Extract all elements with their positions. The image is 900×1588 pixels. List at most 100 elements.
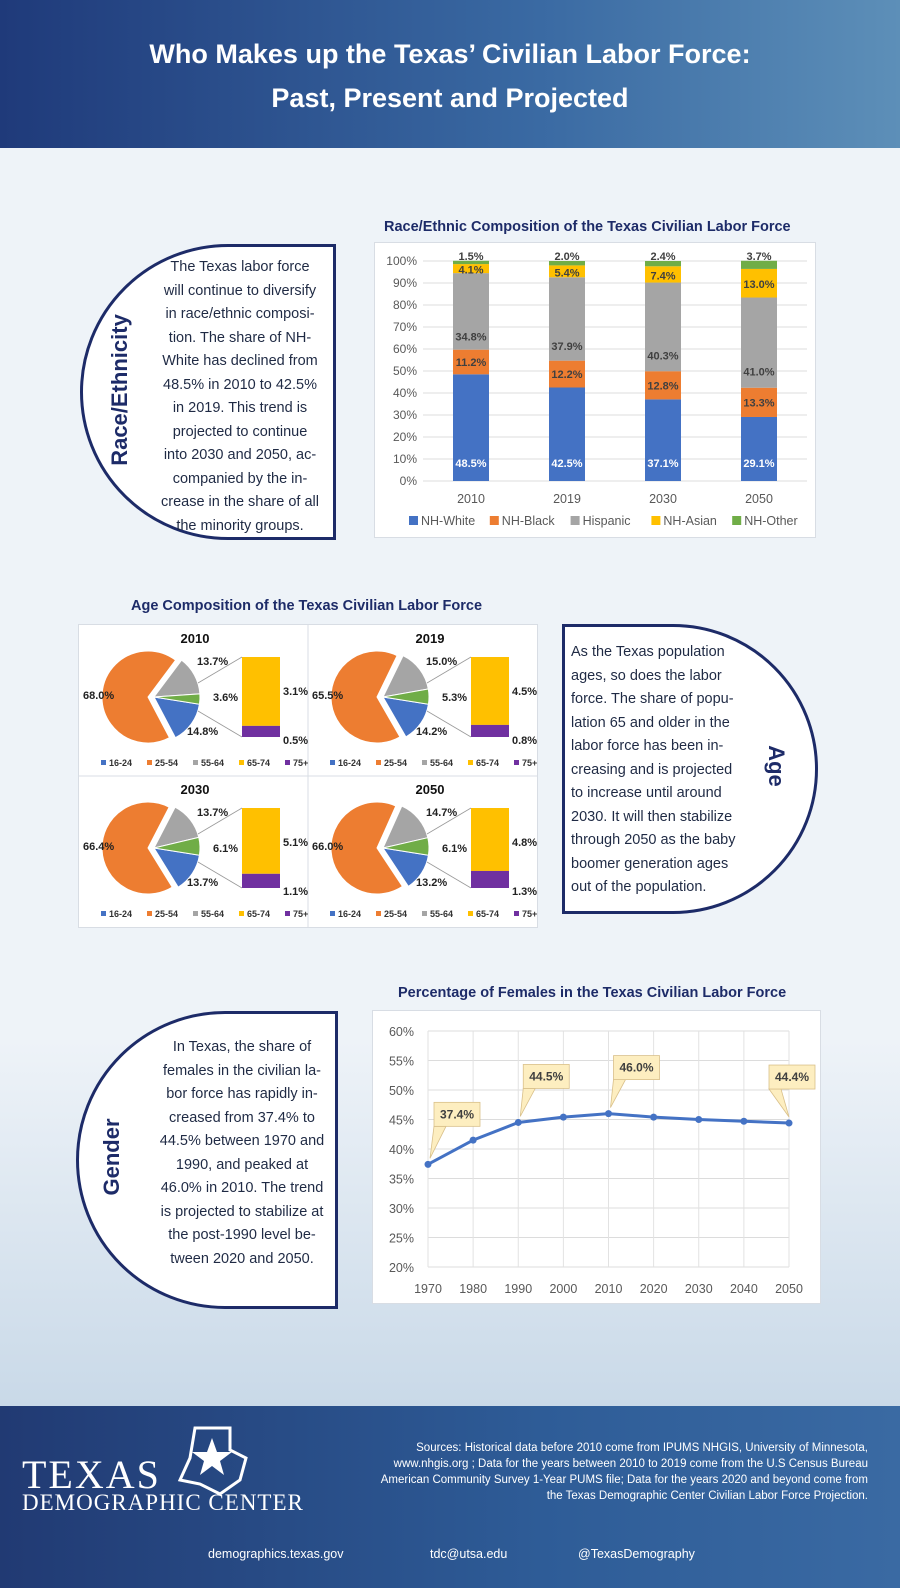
race-section-label: Race/Ethnicity (107, 314, 132, 466)
website-link[interactable]: demographics.texas.gov (208, 1547, 344, 1561)
age-pie-panel: 2019 65.5% 15.0% 5.3% 14.2% 4.5% 0.8% 16-24 25-5… (312, 631, 537, 768)
gender-callout-label: 37.4% (440, 1107, 474, 1121)
age-label-75plus: 0.5% (283, 735, 308, 747)
age-text-line: to increase until around (571, 785, 722, 801)
age-legend-swatch (468, 760, 473, 765)
race-text-line: The Texas labor force (170, 259, 310, 275)
age-legend-label: 16-24 (338, 909, 361, 919)
gender-xtick-label: 1990 (504, 1282, 532, 1296)
gender-text-line: creased from 37.4% to (169, 1109, 315, 1126)
race-data-label: 11.2% (456, 357, 487, 369)
race-legend-swatch (409, 516, 418, 525)
race-text-panel (80, 244, 336, 540)
age-panel-year: 2019 (416, 631, 445, 646)
gender-data-point (605, 1110, 612, 1118)
age-label-25-54: 65.5% (312, 690, 343, 702)
age-legend-label: 16-24 (338, 758, 361, 768)
race-stacked-bar-chart: 0% 10% 20% 30% 40% 50% 60% 70% 80% 90% 100% 2010 201… (386, 251, 807, 528)
gender-data-point (559, 1113, 567, 1121)
age-chart-title: Age Composition of the Texas Civilian La… (131, 598, 483, 614)
race-data-label: 29.1% (743, 458, 774, 470)
race-data-label: 2.4% (650, 251, 675, 263)
race-ytick-label: 100% (386, 254, 417, 268)
email-link[interactable]: tdc@utsa.edu (430, 1547, 508, 1561)
age-section-label: Age (764, 745, 789, 787)
race-bar-segment (741, 387, 777, 417)
race-category-label: 2050 (745, 492, 773, 506)
gender-chart-title: Percentage of Females in the Texas Civil… (398, 985, 787, 1001)
gender-ytick-label: 25% (389, 1232, 414, 1246)
age-label-65plus: 6.1% (213, 843, 238, 855)
race-ytick-label: 80% (393, 298, 417, 312)
race-ytick-label: 60% (393, 342, 417, 356)
race-data-label: 41.0% (743, 367, 774, 379)
age-label-55-64: 13.7% (197, 656, 228, 668)
gender-text-line: 46.0% in 2010. The trend (160, 1180, 324, 1196)
age-legend-label: 65-74 (476, 758, 499, 768)
race-bar-segment (453, 374, 489, 481)
age-label-65plus: 5.3% (442, 692, 467, 704)
race-chart-title: Race/Ethnic Composition of the Texas Civ… (384, 219, 791, 235)
race-data-label: 13.0% (743, 279, 774, 291)
gender-ytick-label: 40% (389, 1143, 414, 1157)
age-text-line: ages, so does the labor (571, 667, 722, 684)
race-legend-swatch (570, 516, 580, 525)
race-text-line: projected to continue (172, 423, 308, 440)
age-label-25-54: 68.0% (83, 690, 114, 702)
age-legend-label: 25-54 (384, 758, 407, 768)
age-legend-swatch (147, 760, 152, 765)
age-legend-label: 25-54 (155, 909, 178, 919)
age-panel-year: 2010 (181, 631, 210, 646)
race-data-label: 12.2% (551, 369, 582, 381)
age-legend-label: 25-54 (155, 758, 178, 768)
race-ytick-label: 90% (393, 276, 417, 290)
twitter-link[interactable]: @TexasDemography (578, 1547, 695, 1561)
age-label-75plus: 1.3% (512, 886, 537, 898)
age-chart-box: 2010 68.0% 13.7% 3.6% 14.8% 3.1% 0.5% 16-24 25-5… (78, 624, 538, 928)
age-legend-label: 75+ (522, 909, 537, 919)
race-text-line: the minority groups. (176, 517, 304, 534)
texas-star-icon (177, 1426, 248, 1496)
gender-ytick-label: 20% (389, 1261, 414, 1275)
age-label-25-54: 66.0% (312, 841, 343, 853)
age-legend-swatch (330, 760, 335, 765)
gender-text-line: tween 2020 and 2050. (170, 1250, 314, 1267)
gender-callout-box (768, 1064, 816, 1090)
age-legend-label: 16-24 (109, 909, 132, 919)
page-header: Who Makes up the Texas’ Civilian Labor F… (0, 0, 900, 148)
age-connector-line (426, 656, 472, 684)
gender-xtick-label: 2010 (595, 1282, 623, 1296)
age-pie-slice-25-54 (101, 650, 177, 744)
gender-data-point (740, 1117, 748, 1125)
gender-callout-pointer (610, 1079, 627, 1108)
race-ytick-label: 30% (393, 408, 417, 422)
age-legend-swatch (376, 760, 381, 765)
race-chart-box: 0% 10% 20% 30% 40% 50% 60% 70% 80% 90% 100% 2010 201… (374, 242, 816, 538)
age-legend-label: 55-64 (430, 758, 453, 768)
race-ytick-label: 50% (393, 364, 417, 378)
age-connector-line (197, 710, 243, 738)
race-bar-segment (549, 261, 585, 266)
page-footer: TEXAS DEMOGRAPHIC CENTER Sources: Histor… (0, 1406, 900, 1588)
age-pie-panel: 2010 68.0% 13.7% 3.6% 14.8% 3.1% 0.5% 16-24 25-5… (83, 631, 308, 768)
age-label-16-24: 13.7% (187, 877, 218, 889)
race-data-label: 2.0% (554, 251, 579, 263)
gender-text-line: the post-1990 level be- (168, 1227, 316, 1243)
race-bar-segment (645, 261, 681, 267)
age-label-16-24: 14.2% (416, 726, 447, 738)
gender-text-line: 1990, and peaked at (175, 1156, 309, 1173)
title-line-1: Who Makes up the Texas’ Civilian Labor F… (149, 39, 751, 69)
age-legend-swatch (330, 911, 335, 916)
age-legend-swatch (101, 911, 106, 916)
race-data-label: 1.5% (458, 251, 483, 263)
age-legend-label: 55-64 (201, 909, 224, 919)
gender-line-chart: 20% 25% 30% 35% 40% 45% 50% 55% 60% 1970 1980 1990 2… (389, 1025, 816, 1296)
gender-ytick-label: 50% (389, 1084, 414, 1098)
race-text-line: in 2019. This trend is (172, 400, 308, 416)
race-bar-segment (741, 260, 777, 269)
age-connector-line (197, 807, 243, 835)
race-data-label: 37.1% (647, 458, 678, 470)
gender-callout-pointer (519, 1088, 536, 1117)
gender-data-point (785, 1119, 793, 1127)
gender-data-point (695, 1116, 703, 1123)
